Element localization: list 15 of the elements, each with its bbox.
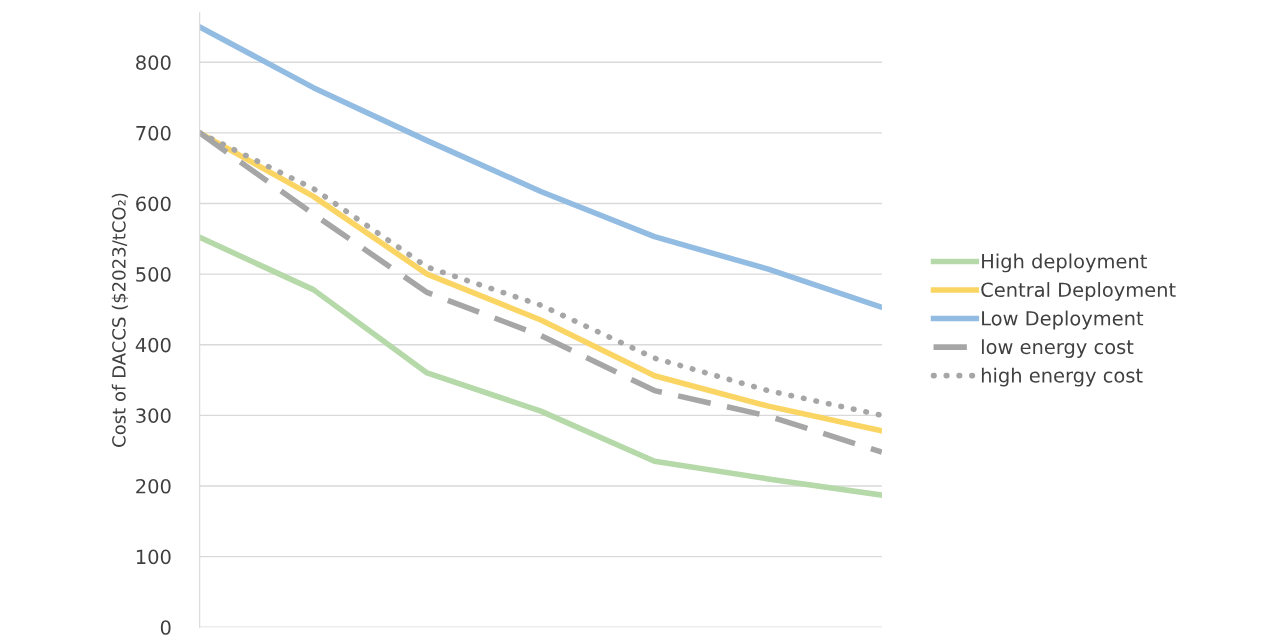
y-tick-label: 700: [136, 125, 171, 141]
legend-label: Central Deployment: [981, 282, 1176, 301]
y-tick-label: 600: [136, 196, 171, 212]
y-axis-title: Cost of DACCS ($2023/tCO₂): [111, 193, 129, 447]
y-tick-label: 500: [136, 267, 171, 282]
legend-label: High deployment: [982, 253, 1147, 273]
y-tick-label: 200: [136, 478, 171, 494]
legend-label: high energy cost: [981, 367, 1143, 387]
legend-label: Low Deployment: [982, 310, 1144, 330]
y-tick-label: 300: [136, 408, 171, 423]
y-tick-label: 800: [136, 55, 171, 70]
y-tick-label: 100: [136, 549, 171, 565]
y-tick-label: 400: [135, 337, 171, 353]
legend-label: low energy cost: [982, 339, 1134, 358]
y-tick-label: 0: [160, 620, 171, 635]
